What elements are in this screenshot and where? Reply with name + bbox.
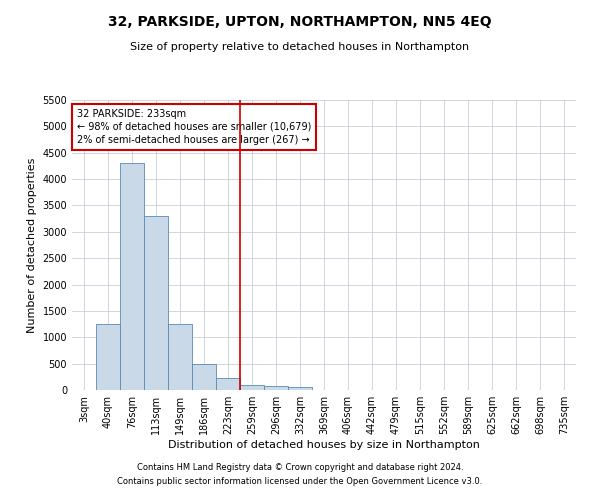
Bar [96,324,120,390]
Bar [144,216,168,390]
Text: Size of property relative to detached houses in Northampton: Size of property relative to detached ho… [130,42,470,52]
Bar [168,324,192,390]
Bar [216,378,240,390]
Bar [192,364,216,390]
Text: 32 PARKSIDE: 233sqm
← 98% of detached houses are smaller (10,679)
2% of semi-det: 32 PARKSIDE: 233sqm ← 98% of detached ho… [77,108,311,145]
Text: 32, PARKSIDE, UPTON, NORTHAMPTON, NN5 4EQ: 32, PARKSIDE, UPTON, NORTHAMPTON, NN5 4E… [108,15,492,29]
Bar [264,386,288,390]
Text: Contains HM Land Registry data © Crown copyright and database right 2024.: Contains HM Land Registry data © Crown c… [137,464,463,472]
Bar [288,388,312,390]
Bar [240,384,264,390]
X-axis label: Distribution of detached houses by size in Northampton: Distribution of detached houses by size … [168,440,480,450]
Bar [120,164,144,390]
Y-axis label: Number of detached properties: Number of detached properties [27,158,37,332]
Text: Contains public sector information licensed under the Open Government Licence v3: Contains public sector information licen… [118,477,482,486]
